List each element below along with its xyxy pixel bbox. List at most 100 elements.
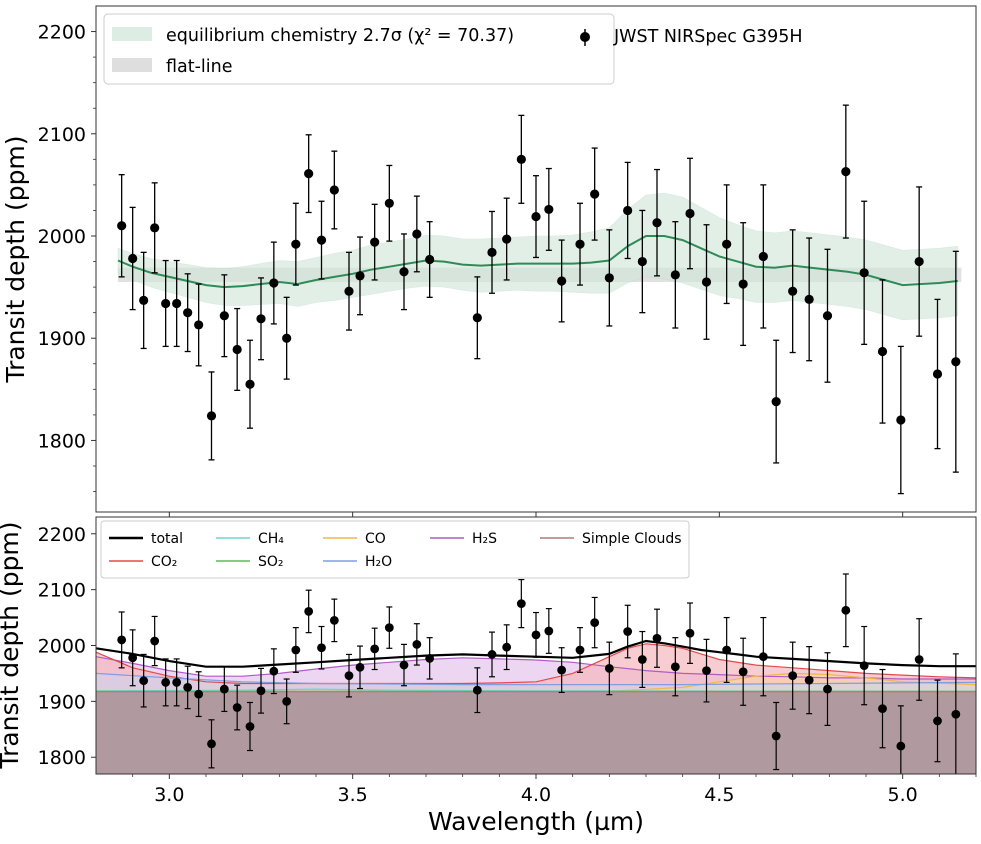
data-point-bottom [637,630,647,689]
data-point-top [575,202,585,286]
data-point-top [412,195,422,273]
data-point-bottom [219,666,229,713]
data-point-top [183,273,193,353]
data-point-bottom [282,678,292,725]
point-marker [161,677,171,687]
point-marker [117,221,127,231]
data-point-top [150,182,160,274]
data-point-top [557,239,567,323]
point-marker [370,644,380,654]
point-marker [183,308,193,318]
x-tick-label: 4.5 [704,784,734,806]
point-marker [859,661,869,671]
point-marker [269,278,279,288]
data-point-top [472,276,482,360]
point-marker [544,626,554,636]
data-point-bottom [722,616,732,683]
data-point-bottom [425,637,435,680]
data-point-bottom [161,658,171,707]
data-point-top [841,104,851,239]
point-marker [117,635,127,645]
data-point-top [822,248,833,383]
point-marker [932,369,943,379]
bottom-panel: 1800 1900 2000 2100 2200 3.0 3.5 4.0 4.5 5.0 Tra… [0,516,977,836]
data-point-top [951,250,961,473]
point-marker [139,676,149,686]
data-point-top [722,184,732,305]
data-point-top [128,206,138,311]
data-point-bottom [384,606,394,649]
data-point-bottom [557,647,567,694]
data-point-bottom [933,679,942,763]
data-point-bottom [269,648,279,695]
point-marker [194,689,204,699]
point-marker [370,237,380,247]
co2-line [95,643,977,685]
simple-clouds-fill [96,691,976,774]
point-marker [291,645,301,655]
legend-label: CO₂ [151,554,177,570]
y-tick-label: 1900 [38,328,86,350]
point-marker [502,234,512,244]
data-point-top [604,229,614,327]
point-marker [590,189,600,199]
data-point-top [399,233,409,311]
legend-item: H₂O [323,554,392,570]
point-marker [685,628,695,638]
point-marker [150,223,160,233]
point-marker [256,314,266,324]
legend-item: Simple Clouds [540,531,682,547]
data-point-bottom [183,665,193,710]
data-point-bottom [128,629,138,687]
point-marker [472,313,482,323]
point-marker [425,254,435,265]
data-point-top [355,236,365,316]
point-marker [896,415,906,425]
data-point-top [291,202,301,286]
data-point-top [316,200,327,280]
data-point-bottom [878,668,887,749]
legend-label: H₂O [365,554,392,570]
point-marker [219,684,229,694]
data-point-top [670,221,680,329]
point-marker [207,739,216,749]
legend-item: H₂S [430,531,497,547]
data-point-top [304,134,314,214]
data-point-top [232,307,242,392]
data-point-top [329,150,339,230]
data-point-bottom [172,658,182,707]
point-marker [788,671,798,681]
data-point-bottom [487,631,497,678]
data-point-top [172,259,182,348]
bottom-legend: total CO₂ CH₄ SO₂ CO H₂O H₂S Simple Clouds [100,520,690,579]
data-point-bottom [370,627,380,671]
point-marker [531,211,541,222]
point-marker [771,731,781,741]
data-point-bottom [472,667,482,714]
data-point-bottom [150,615,160,667]
point-marker [516,154,526,164]
data-point-bottom [207,719,216,769]
point-marker [877,346,888,357]
point-marker [139,295,149,305]
legend-label: SO₂ [258,554,284,570]
data-point-bottom [304,589,314,634]
legend-label: Simple Clouds [582,531,682,547]
y-tick-label: 1800 [38,430,86,452]
data-point-bottom [652,608,662,668]
point-marker [914,256,924,267]
y-tick-label: 2200 [38,524,86,546]
point-marker [575,645,585,655]
data-point-top [502,197,512,281]
point-marker [399,267,409,277]
data-point-top [637,209,647,314]
data-point-top [896,345,906,495]
point-marker [544,204,554,215]
point-marker [194,320,204,330]
point-marker [232,344,242,355]
top-y-axis-label: Transit depth (ppm) [1,135,30,383]
point-marker [329,185,339,195]
point-marker [670,270,680,280]
point-marker [384,623,394,633]
